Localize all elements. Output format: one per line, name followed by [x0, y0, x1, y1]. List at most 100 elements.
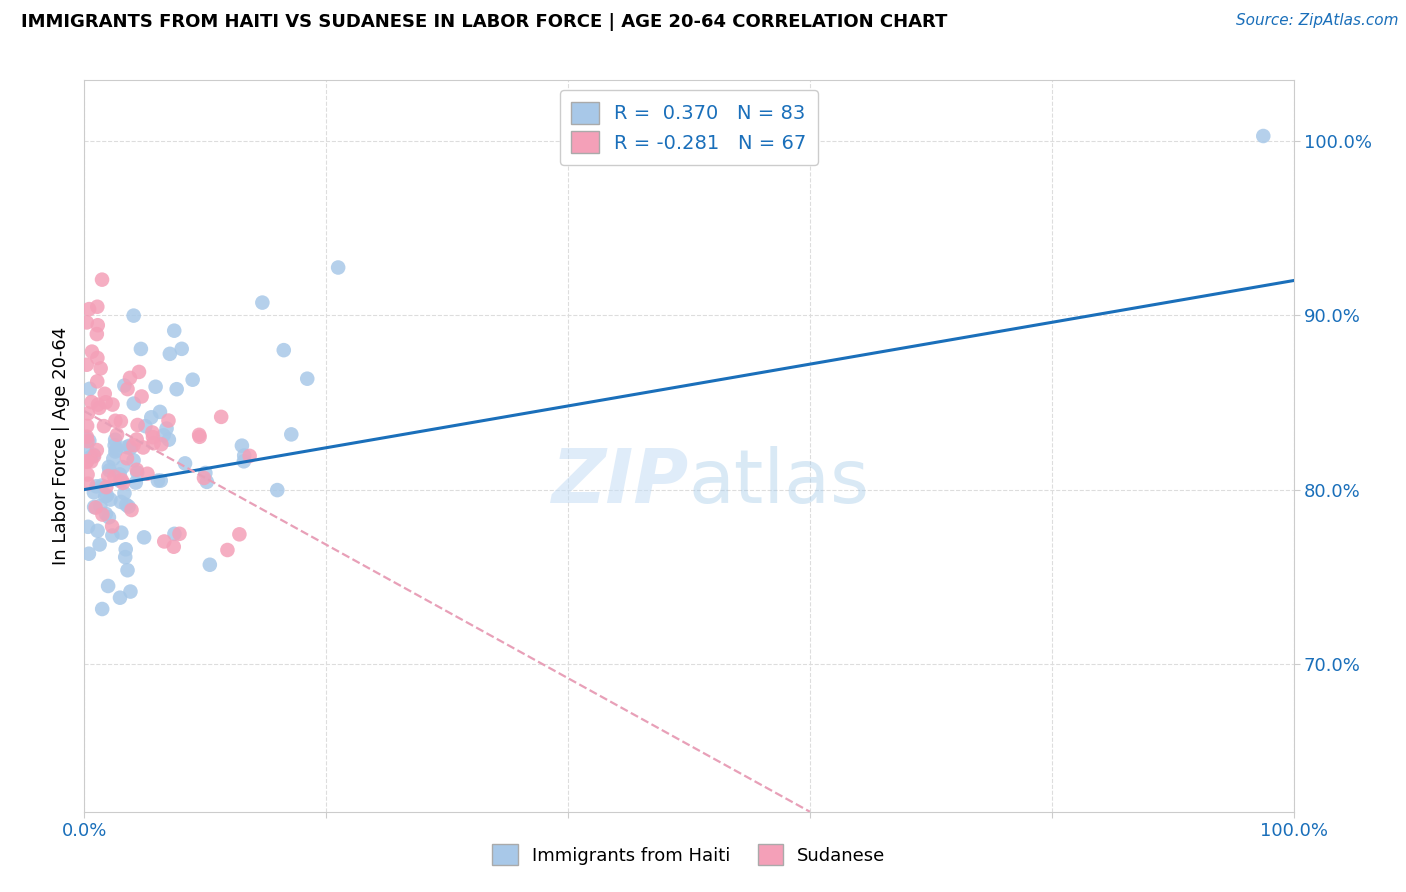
Point [157, 433, 180, 447]
Point [77, 302, 100, 317]
Point [89, 401, 111, 415]
Point [280, 427, 302, 442]
Point [94, 507, 117, 521]
Point [108, 474, 131, 488]
Point [103, 469, 125, 483]
Point [166, 382, 188, 396]
Point [122, 438, 145, 452]
Text: IMMIGRANTS FROM HAITI VS SUDANESE IN LABOR FORCE | AGE 20-64 CORRELATION CHART: IMMIGRANTS FROM HAITI VS SUDANESE IN LAB… [21, 13, 948, 31]
Point [153, 534, 176, 549]
Point [273, 343, 295, 358]
Point [231, 439, 253, 453]
Point [169, 526, 191, 541]
Point [1251, 128, 1274, 143]
Point [111, 475, 134, 490]
Point [97, 579, 120, 593]
Point [157, 413, 180, 427]
Point [79, 382, 101, 396]
Point [94, 395, 117, 409]
Point [108, 467, 131, 482]
Point [125, 433, 148, 447]
Point [104, 438, 127, 452]
Point [120, 441, 142, 455]
Point [228, 527, 250, 541]
Point [152, 428, 174, 442]
Point [108, 591, 131, 605]
Point [194, 466, 217, 480]
Point [83, 450, 105, 464]
Text: atlas: atlas [689, 446, 870, 519]
Point [136, 467, 159, 481]
Point [198, 558, 221, 572]
Point [101, 398, 124, 412]
Text: Source: ZipAtlas.com: Source: ZipAtlas.com [1236, 13, 1399, 29]
Point [110, 525, 132, 540]
Point [118, 371, 141, 385]
Point [76, 358, 98, 372]
Y-axis label: In Labor Force | Age 20-64: In Labor Force | Age 20-64 [52, 326, 70, 566]
Point [193, 471, 215, 485]
Point [121, 503, 143, 517]
Point [122, 309, 145, 323]
Point [110, 414, 132, 428]
Point [86, 479, 108, 493]
Point [266, 483, 288, 497]
Point [97, 510, 120, 524]
Point [101, 519, 124, 533]
Point [89, 499, 111, 513]
Point [76, 430, 98, 444]
Point [127, 466, 149, 480]
Point [163, 526, 186, 541]
Point [93, 419, 115, 434]
Point [110, 495, 132, 509]
Point [100, 492, 122, 507]
Point [118, 439, 141, 453]
Point [104, 444, 127, 458]
Point [80, 454, 103, 468]
Point [80, 395, 103, 409]
Point [76, 434, 98, 449]
Point [97, 459, 120, 474]
Point [86, 300, 108, 314]
Point [94, 489, 117, 503]
Point [328, 260, 350, 275]
Point [89, 537, 111, 551]
Point [239, 449, 262, 463]
Point [77, 547, 100, 561]
Point [129, 342, 152, 356]
Point [76, 467, 98, 482]
Point [149, 474, 172, 488]
Point [87, 398, 110, 412]
Point [86, 375, 108, 389]
Point [142, 430, 165, 444]
Point [105, 442, 128, 457]
Point [125, 463, 148, 477]
Point [111, 460, 134, 475]
Point [91, 602, 114, 616]
Point [122, 396, 145, 410]
Point [76, 418, 98, 433]
Point [101, 528, 124, 542]
Point [150, 437, 173, 451]
Point [76, 315, 98, 329]
Point [104, 433, 127, 447]
Point [117, 382, 139, 396]
Point [79, 434, 101, 448]
Point [90, 361, 112, 376]
Point [83, 500, 105, 514]
Point [76, 432, 98, 446]
Point [114, 486, 136, 500]
Point [84, 500, 107, 515]
Point [87, 318, 110, 333]
Point [80, 344, 103, 359]
Point [217, 543, 239, 558]
Point [149, 405, 172, 419]
Point [115, 451, 138, 466]
Point [146, 474, 169, 488]
Point [111, 473, 134, 487]
Point [103, 451, 125, 466]
Point [115, 440, 138, 454]
Point [97, 469, 120, 483]
Point [91, 508, 114, 522]
Point [115, 498, 138, 512]
